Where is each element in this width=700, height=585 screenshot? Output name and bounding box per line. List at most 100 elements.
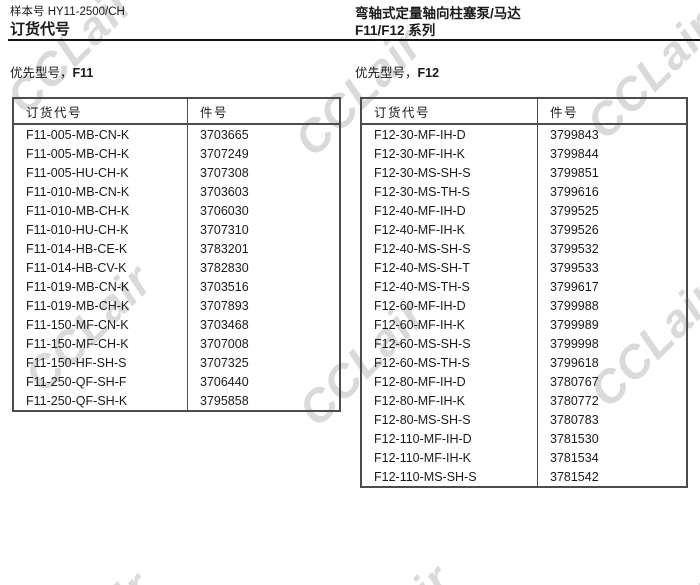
table-row: F11-010-MB-CN-K 3703603 xyxy=(13,182,340,201)
cell-part-number: 3799844 xyxy=(537,144,687,163)
cell-order-code: F12-40-MS-SH-T xyxy=(374,260,470,275)
column-header-part-number: 件号 xyxy=(187,98,340,125)
cell-order-code: F12-40-MF-IH-D xyxy=(374,203,466,218)
table-row: F12-30-MS-TH-S 3799616 xyxy=(361,182,687,201)
cell-order-code: F12-80-MF-IH-D xyxy=(374,374,466,389)
cell-order-code: F12-40-MS-SH-S xyxy=(374,241,471,256)
product-title: 弯轴式定量轴向柱塞泵/马达 xyxy=(355,6,521,21)
cell-order-code: F12-30-MS-TH-S xyxy=(374,184,470,199)
table-row: F12-30-MF-IH-D 3799843 xyxy=(361,124,687,144)
cell-part-number: 3781530 xyxy=(537,429,687,448)
cell-part-number: 3780772 xyxy=(537,391,687,410)
cell-order-code: F11-010-MB-CN-K xyxy=(26,184,130,199)
table-header-row: 订货代号 件号 xyxy=(361,98,687,125)
model-name: F11 xyxy=(72,66,94,80)
watermark-text: CCLair xyxy=(13,560,162,585)
header-rule xyxy=(8,39,700,41)
cell-part-number: 3780783 xyxy=(537,410,687,429)
cell-part-number: 3703665 xyxy=(187,124,340,144)
cell-order-code: F12-30-MF-IH-D xyxy=(374,127,466,142)
table-row: F11-014-HB-CE-K 3783201 xyxy=(13,239,340,258)
cell-part-number: 3782830 xyxy=(187,258,340,277)
cell-order-code: F12-60-MS-SH-S xyxy=(374,336,471,351)
cell-order-code: F11-250-QF-SH-F xyxy=(26,374,127,389)
cell-part-number: 3799617 xyxy=(537,277,687,296)
cell-order-code: F11-150-MF-CN-K xyxy=(26,317,129,332)
table-row: F12-30-MS-SH-S 3799851 xyxy=(361,163,687,182)
table-row: F11-150-MF-CN-K 3703468 xyxy=(13,315,340,334)
table-row: F12-40-MS-SH-T 3799533 xyxy=(361,258,687,277)
cell-order-code: F11-005-MB-CN-K xyxy=(26,127,130,142)
cell-order-code: F12-80-MF-IH-K xyxy=(374,393,465,408)
cell-part-number: 3799616 xyxy=(537,182,687,201)
cell-order-code: F11-014-HB-CV-K xyxy=(26,260,127,275)
cell-part-number: 3707325 xyxy=(187,353,340,372)
table-row: F12-80-MF-IH-K 3780772 xyxy=(361,391,687,410)
table-header-row: 订货代号 件号 xyxy=(13,98,340,125)
cell-part-number: 3703603 xyxy=(187,182,340,201)
table-row: F12-60-MF-IH-K 3799989 xyxy=(361,315,687,334)
cell-part-number: 3799526 xyxy=(537,220,687,239)
cell-order-code: F11-005-HU-CH-K xyxy=(26,165,129,180)
watermark-text: CCLair xyxy=(577,567,700,585)
cell-part-number: 3707310 xyxy=(187,220,340,239)
header-right: 弯轴式定量轴向柱塞泵/马达 F11/F12 系列 xyxy=(355,5,521,39)
table-row: F11-150-MF-CH-K 3707008 xyxy=(13,334,340,353)
cell-part-number: 3707249 xyxy=(187,144,340,163)
cell-part-number: 3799851 xyxy=(537,163,687,182)
cell-order-code: F11-250-QF-SH-K xyxy=(26,393,128,408)
table-row: F12-40-MF-IH-K 3799526 xyxy=(361,220,687,239)
cell-part-number: 3780767 xyxy=(537,372,687,391)
doc-ref: 样本号 HY11-2500/CH xyxy=(10,6,125,18)
watermark-text: CCLair xyxy=(313,553,462,585)
table-row: F12-60-MS-SH-S 3799998 xyxy=(361,334,687,353)
cell-order-code: F12-60-MF-IH-K xyxy=(374,317,465,332)
table-row: F11-019-MB-CN-K 3703516 xyxy=(13,277,340,296)
preferred-models-label: 优先型号， xyxy=(10,66,73,80)
cell-order-code: F12-30-MF-IH-K xyxy=(374,146,465,161)
table-row: F12-40-MF-IH-D 3799525 xyxy=(361,201,687,220)
cell-part-number: 3799618 xyxy=(537,353,687,372)
cell-order-code: F11-150-MF-CH-K xyxy=(26,336,129,351)
table-row: F11-005-HU-CH-K 3707308 xyxy=(13,163,340,182)
cell-order-code: F11-014-HB-CE-K xyxy=(26,241,128,256)
table-row: F12-110-MF-IH-D 3781530 xyxy=(361,429,687,448)
cell-part-number: 3706030 xyxy=(187,201,340,220)
table-row: F11-010-HU-CH-K 3707310 xyxy=(13,220,340,239)
table-row: F11-150-HF-SH-S 3707325 xyxy=(13,353,340,372)
cell-part-number: 3799843 xyxy=(537,124,687,144)
cell-order-code: F12-30-MS-SH-S xyxy=(374,165,471,180)
table-row: F11-250-QF-SH-K 3795858 xyxy=(13,391,340,411)
table-row: F11-014-HB-CV-K 3782830 xyxy=(13,258,340,277)
table-row: F12-40-MS-TH-S 3799617 xyxy=(361,277,687,296)
cell-part-number: 3799998 xyxy=(537,334,687,353)
cell-part-number: 3703516 xyxy=(187,277,340,296)
preferred-models-label: 优先型号， xyxy=(355,66,418,80)
column-header-order-code: 订货代号 xyxy=(13,98,188,125)
table-row: F12-40-MS-SH-S 3799532 xyxy=(361,239,687,258)
cell-part-number: 3799989 xyxy=(537,315,687,334)
cell-order-code: F12-60-MS-TH-S xyxy=(374,355,470,370)
table-row: F11-019-MB-CH-K 3707893 xyxy=(13,296,340,315)
order-table-f12: 订货代号 件号 F12-30-MF-IH-D 3799843 F12-30-MF… xyxy=(360,97,688,488)
table-row: F11-005-MB-CN-K 3703665 xyxy=(13,124,340,144)
table-row: F11-010-MB-CH-K 3706030 xyxy=(13,201,340,220)
table-row: F12-80-MS-SH-S 3780783 xyxy=(361,410,687,429)
cell-order-code: F12-110-MS-SH-S xyxy=(374,469,477,484)
cell-order-code: F12-40-MS-TH-S xyxy=(374,279,470,294)
cell-order-code: F11-019-MB-CH-K xyxy=(26,298,130,313)
cell-order-code: F12-40-MF-IH-K xyxy=(374,222,465,237)
table-row: F12-30-MF-IH-K 3799844 xyxy=(361,144,687,163)
cell-part-number: 3795858 xyxy=(187,391,340,411)
cell-order-code: F11-010-HU-CH-K xyxy=(26,222,129,237)
cell-part-number: 3707008 xyxy=(187,334,340,353)
cell-part-number: 3781542 xyxy=(537,467,687,487)
table-row: F11-005-MB-CH-K 3707249 xyxy=(13,144,340,163)
section-label-f11: 优先型号，F11 xyxy=(10,62,93,81)
cell-order-code: F11-005-MB-CH-K xyxy=(26,146,130,161)
model-name: F12 xyxy=(417,66,440,80)
cell-order-code: F11-010-MB-CH-K xyxy=(26,203,130,218)
cell-order-code: F12-110-MF-IH-K xyxy=(374,450,472,465)
cell-part-number: 3706440 xyxy=(187,372,340,391)
